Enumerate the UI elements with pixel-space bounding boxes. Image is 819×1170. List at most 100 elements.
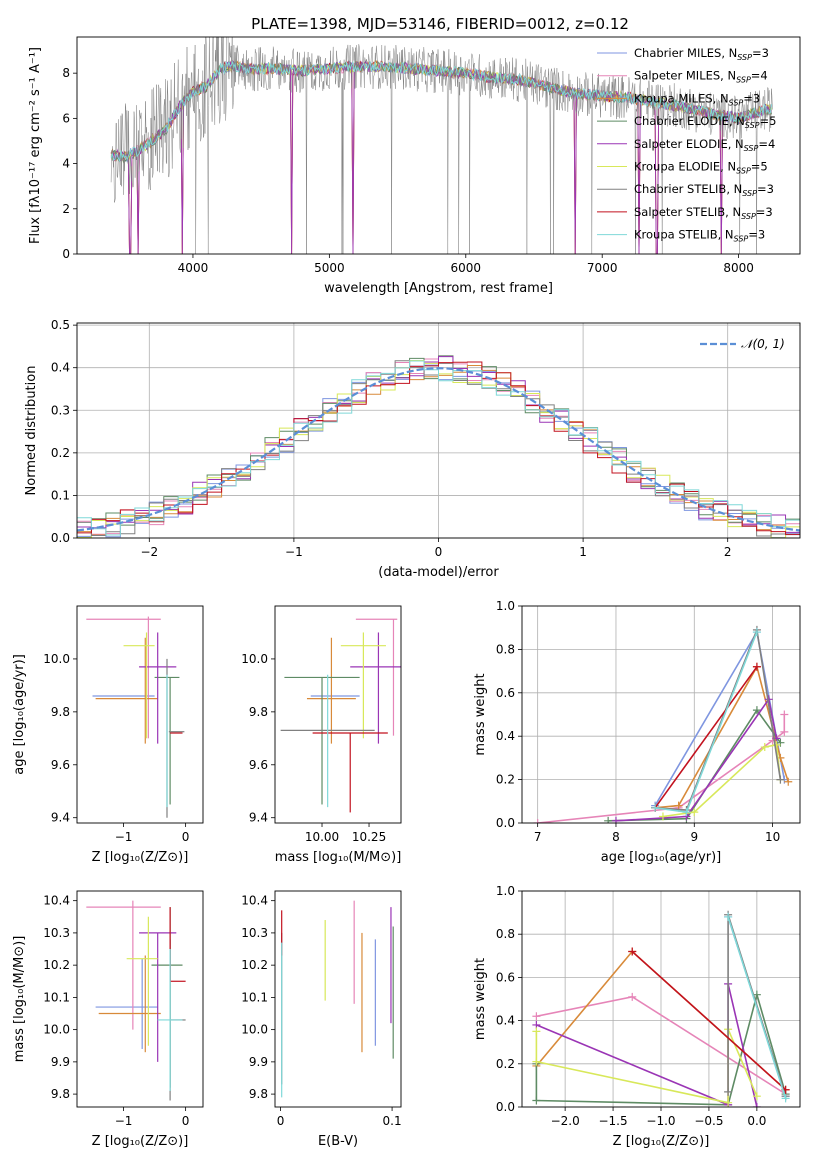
- y-tick-label: 0.2: [496, 1057, 515, 1071]
- x-axis-label: mass [log₁₀(M/M⊙)]: [275, 850, 402, 865]
- legend-label: Chabrier STELIB, NSSP=3: [634, 182, 774, 198]
- y-tick-label: 9.6: [51, 758, 70, 772]
- point-marker: [532, 1027, 541, 1036]
- series-line: [608, 708, 782, 822]
- point-marker: [690, 808, 699, 817]
- series-kroupa-elodie: [532, 1025, 761, 1107]
- point-marker: [724, 1087, 733, 1096]
- point-marker: [533, 819, 542, 823]
- errorbars: [86, 900, 186, 1101]
- y-tick-label: 9.8: [249, 705, 268, 719]
- x-tick-label: 10.00: [305, 830, 339, 844]
- series-line: [615, 697, 778, 822]
- point-marker: [532, 1057, 541, 1066]
- axes-frame: [76, 890, 204, 1108]
- y-tick-label: 0.6: [496, 970, 515, 984]
- legend-label: Chabrier MILES, NSSP=3: [634, 46, 769, 62]
- axes-frame: [521, 890, 801, 1108]
- x-axis-label: (data-model)/error: [378, 565, 499, 580]
- spectrum-chabrier-stelib: [110, 37, 773, 254]
- y-tick-label: 0.3: [51, 403, 70, 417]
- point-marker: [674, 801, 683, 810]
- y-axis-label: mass weight: [473, 958, 488, 1040]
- y-tick-label: 0.4: [496, 729, 515, 743]
- point-marker: [752, 628, 761, 637]
- x-tick-label: 4000: [178, 261, 209, 275]
- y-axis-label: Flux [fλ10⁻¹⁷ erg cm⁻² s⁻¹ A⁻¹]: [28, 47, 43, 244]
- x-tick-label: −2: [140, 545, 158, 559]
- y-tick-label: 0.6: [496, 686, 515, 700]
- y-axis-label: mass weight: [473, 673, 488, 755]
- x-tick-label: 7: [534, 830, 542, 844]
- y-tick-label: 0: [62, 247, 70, 261]
- x-axis-label: wavelength [Angstrom, rest frame]: [324, 281, 553, 296]
- x-axis-label: E(B-V): [318, 1134, 358, 1149]
- point-marker: [724, 912, 733, 921]
- series-line: [727, 916, 787, 1099]
- x-tick-label: 0: [435, 545, 443, 559]
- x-tick-label: 8: [612, 830, 620, 844]
- y-tick-label: 10.4: [43, 894, 70, 908]
- y-tick-label: 4: [62, 157, 70, 171]
- y-tick-label: 0.5: [51, 318, 70, 332]
- y-tick-label: 10.0: [241, 1023, 268, 1037]
- point-marker: [611, 816, 620, 823]
- point-marker: [682, 808, 691, 817]
- y-tick-label: 10.3: [43, 926, 70, 940]
- x-tick-label: 6000: [451, 261, 482, 275]
- series-line: [631, 950, 787, 1091]
- point-marker: [532, 1096, 541, 1105]
- y-tick-label: 0.8: [496, 927, 515, 941]
- y-tick-label: 10.0: [43, 652, 70, 666]
- panel-age_vs_mass: 10.00 10.25 9.4 9.6 9.8 10.0 mass [log₁₀(M/M⊙)…: [241, 605, 402, 865]
- series-line: [535, 1028, 758, 1104]
- y-tick-label: 9.9: [249, 1055, 268, 1069]
- legend-label: Salpeter STELIB, NSSP=3: [634, 205, 773, 221]
- axes-frame: [274, 890, 402, 1108]
- panel-massweight_vs_Z: −2.0 −1.5 −1.0 −0.5 0.0 0.0 0.2 0.4 0.6 0.8 1.0 Z […: [473, 884, 801, 1149]
- point-marker: [628, 947, 637, 956]
- legend-label: 𝒩(0, 1): [741, 337, 785, 351]
- y-axis-label: Normed distribution: [24, 366, 39, 496]
- series-kroupa-stelib: [651, 628, 761, 817]
- y-tick-label: 10.2: [241, 958, 268, 972]
- spectrum-kroupa-stelib: [110, 60, 773, 163]
- x-tick-label: 1: [579, 545, 587, 559]
- histograms: [77, 355, 800, 538]
- point-marker: [724, 1098, 733, 1107]
- y-tick-label: 10.0: [241, 652, 268, 666]
- y-tick-label: 0.2: [51, 446, 70, 460]
- errorbars: [280, 618, 401, 813]
- histogram-kroupa-stelib: [77, 360, 800, 538]
- x-tick-label: 0: [182, 1114, 190, 1128]
- point-marker: [752, 662, 761, 671]
- x-tick-label: −1: [285, 545, 303, 559]
- series-salpeter-miles: [533, 710, 789, 823]
- spectrum-lines: [110, 37, 773, 254]
- y-tick-label: 9.8: [249, 1087, 268, 1101]
- point-marker: [651, 803, 660, 812]
- panel-mass_vs_Z: −1 0 9.8 9.9 10.0 10.1 10.2 10.3 10.4 Z [log₁₀(Z/…: [12, 890, 204, 1149]
- x-tick-label: 0.0: [747, 1114, 766, 1128]
- errorbar-kroupa-stelib: [157, 949, 183, 1091]
- y-tick-label: 9.4: [51, 811, 70, 825]
- normal-fit-curve: [77, 367, 800, 532]
- y-tick-label: 0.4: [51, 361, 70, 375]
- y-tick-label: 0.0: [496, 816, 515, 830]
- y-tick-label: 0.4: [496, 1014, 515, 1028]
- y-tick-label: 0.0: [51, 531, 70, 545]
- series-line: [536, 983, 758, 1107]
- errorbars: [281, 900, 394, 1098]
- x-axis-label: Z [log₁₀(Z/Z⊙)]: [613, 1134, 710, 1149]
- legend-label: Salpeter MILES, NSSP=4: [634, 69, 768, 85]
- axes-frame: [76, 322, 801, 539]
- x-tick-label: 9: [690, 830, 698, 844]
- panel-spectrum: 4000 5000 6000 7000 8000 0 2 4 6 8 wavelength [Ang…: [28, 36, 801, 296]
- point-marker: [776, 775, 785, 784]
- y-tick-label: 0.0: [496, 1100, 515, 1114]
- y-tick-label: 10.0: [43, 1023, 70, 1037]
- y-tick-label: 10.4: [241, 894, 268, 908]
- x-tick-label: 0: [182, 830, 190, 844]
- x-tick-label: 10: [765, 830, 780, 844]
